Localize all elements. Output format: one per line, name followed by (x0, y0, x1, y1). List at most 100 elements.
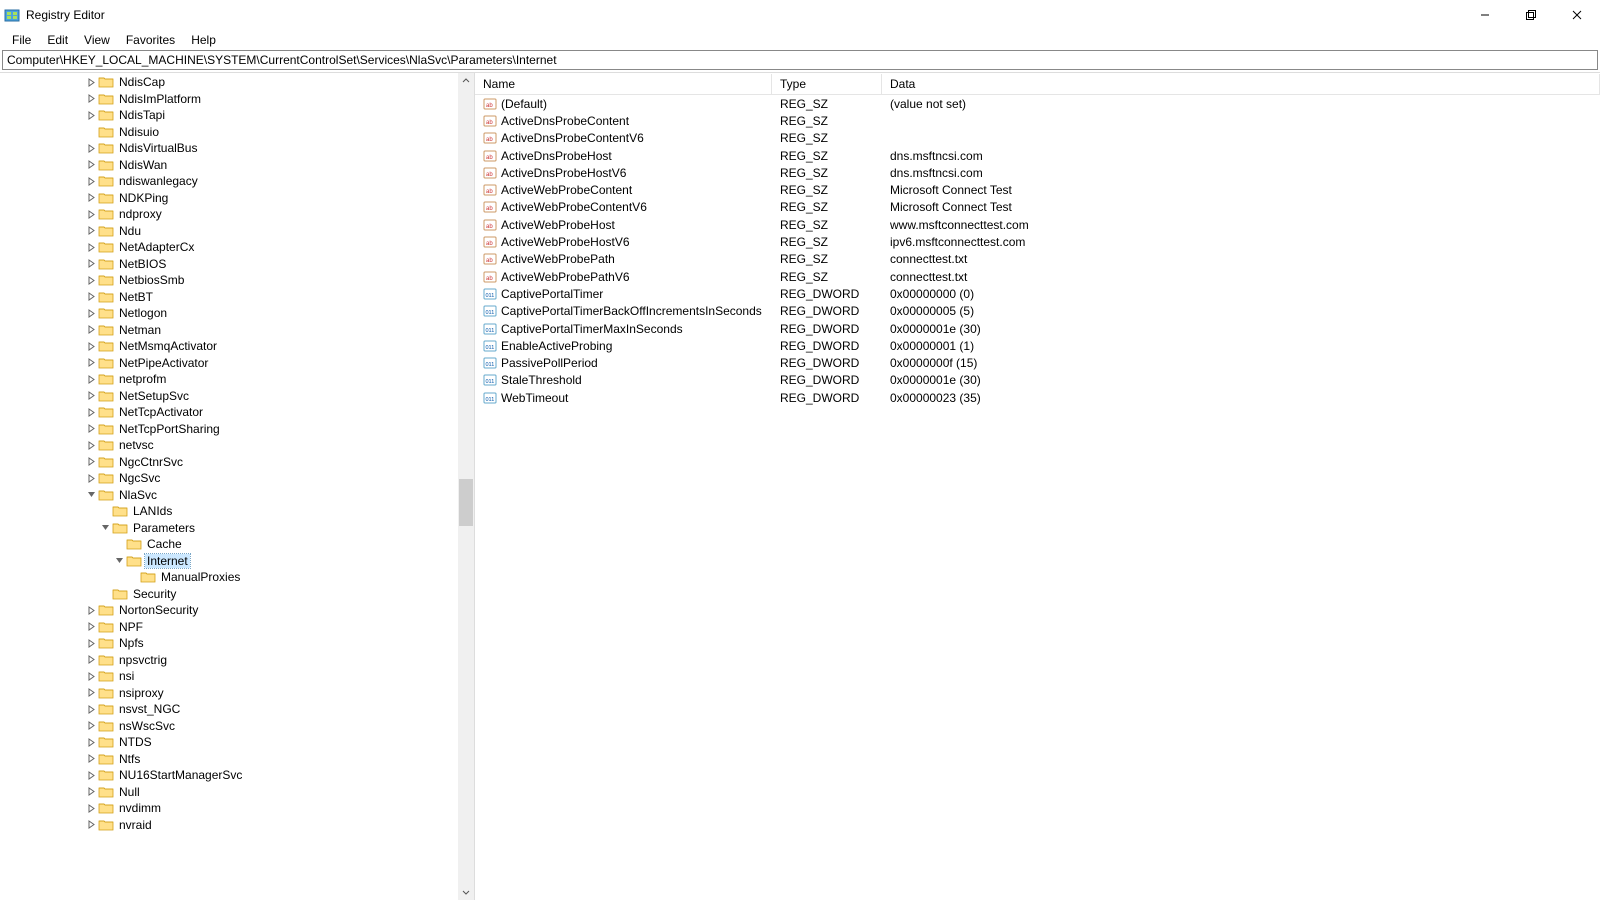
menu-favorites[interactable]: Favorites (118, 31, 183, 49)
expand-icon[interactable] (84, 804, 98, 813)
value-row[interactable]: 011CaptivePortalTimerBackOffIncrementsIn… (475, 303, 1600, 320)
tree-item[interactable]: NdisWan (0, 157, 458, 174)
value-row[interactable]: abActiveWebProbeContentREG_SZMicrosoft C… (475, 181, 1600, 198)
expand-icon[interactable] (84, 226, 98, 235)
tree-item[interactable]: netprofm (0, 371, 458, 388)
value-row[interactable]: abActiveDnsProbeContentREG_SZ (475, 112, 1600, 129)
column-header-name[interactable]: Name (475, 74, 772, 94)
tree-item[interactable]: Internet (0, 553, 458, 570)
tree-item[interactable]: NetTcpPortSharing (0, 421, 458, 438)
value-row[interactable]: 011CaptivePortalTimerMaxInSecondsREG_DWO… (475, 320, 1600, 337)
tree-scrollbar[interactable] (458, 73, 474, 900)
expand-icon[interactable] (84, 177, 98, 186)
tree-content[interactable]: NdisCapNdisImPlatformNdisTapiNdisuioNdis… (0, 73, 458, 900)
value-row[interactable]: 011PassivePollPeriodREG_DWORD0x0000000f … (475, 354, 1600, 371)
collapse-icon[interactable] (98, 523, 112, 532)
tree-item[interactable]: NdisVirtualBus (0, 140, 458, 157)
tree-item[interactable]: NetAdapterCx (0, 239, 458, 256)
address-bar[interactable]: Computer\HKEY_LOCAL_MACHINE\SYSTEM\Curre… (2, 50, 1598, 70)
expand-icon[interactable] (84, 820, 98, 829)
tree-item[interactable]: NDKPing (0, 190, 458, 207)
menu-file[interactable]: File (4, 31, 39, 49)
value-row[interactable]: 011WebTimeoutREG_DWORD0x00000023 (35) (475, 389, 1600, 406)
tree-item[interactable]: Parameters (0, 520, 458, 537)
expand-icon[interactable] (84, 705, 98, 714)
tree-item[interactable]: NdisTapi (0, 107, 458, 124)
expand-icon[interactable] (84, 424, 98, 433)
tree-item[interactable]: nsi (0, 668, 458, 685)
tree-item[interactable]: NPF (0, 619, 458, 636)
expand-icon[interactable] (84, 606, 98, 615)
value-row[interactable]: abActiveDnsProbeHostREG_SZdns.msftncsi.c… (475, 147, 1600, 164)
expand-icon[interactable] (84, 342, 98, 351)
scroll-up-button[interactable] (458, 73, 474, 89)
value-row[interactable]: abActiveWebProbeHostV6REG_SZipv6.msftcon… (475, 233, 1600, 250)
expand-icon[interactable] (84, 375, 98, 384)
value-row[interactable]: abActiveWebProbeContentV6REG_SZMicrosoft… (475, 199, 1600, 216)
tree-item[interactable]: Null (0, 784, 458, 801)
tree-item[interactable]: NU16StartManagerSvc (0, 767, 458, 784)
expand-icon[interactable] (84, 160, 98, 169)
tree-item[interactable]: ManualProxies (0, 569, 458, 586)
tree-item[interactable]: NdisCap (0, 74, 458, 91)
expand-icon[interactable] (84, 622, 98, 631)
expand-icon[interactable] (84, 309, 98, 318)
collapse-icon[interactable] (84, 490, 98, 499)
tree-item[interactable]: Ndisuio (0, 124, 458, 141)
tree-item[interactable]: NortonSecurity (0, 602, 458, 619)
maximize-button[interactable] (1508, 0, 1554, 30)
tree-item[interactable]: Security (0, 586, 458, 603)
expand-icon[interactable] (84, 688, 98, 697)
collapse-icon[interactable] (112, 556, 126, 565)
tree-item[interactable]: ndiswanlegacy (0, 173, 458, 190)
value-row[interactable]: 011EnableActiveProbingREG_DWORD0x0000000… (475, 337, 1600, 354)
expand-icon[interactable] (84, 325, 98, 334)
menu-help[interactable]: Help (183, 31, 224, 49)
tree-item[interactable]: LANIds (0, 503, 458, 520)
tree-item[interactable]: Netlogon (0, 305, 458, 322)
scroll-thumb[interactable] (459, 479, 473, 527)
expand-icon[interactable] (84, 408, 98, 417)
expand-icon[interactable] (84, 210, 98, 219)
expand-icon[interactable] (84, 441, 98, 450)
tree-item[interactable]: NgcSvc (0, 470, 458, 487)
tree-item[interactable]: NetTcpActivator (0, 404, 458, 421)
tree-item[interactable]: npsvctrig (0, 652, 458, 669)
tree-item[interactable]: nsWscSvc (0, 718, 458, 735)
expand-icon[interactable] (84, 358, 98, 367)
value-row[interactable]: 011StaleThresholdREG_DWORD0x0000001e (30… (475, 372, 1600, 389)
expand-icon[interactable] (84, 738, 98, 747)
tree-item[interactable]: NetBIOS (0, 256, 458, 273)
tree-item[interactable]: Ntfs (0, 751, 458, 768)
menu-edit[interactable]: Edit (39, 31, 76, 49)
expand-icon[interactable] (84, 111, 98, 120)
expand-icon[interactable] (84, 292, 98, 301)
expand-icon[interactable] (84, 639, 98, 648)
value-row[interactable]: ab(Default)REG_SZ(value not set) (475, 95, 1600, 112)
tree-item[interactable]: Ndu (0, 223, 458, 240)
tree-item[interactable]: NgcCtnrSvc (0, 454, 458, 471)
scroll-down-button[interactable] (458, 884, 474, 900)
column-header-type[interactable]: Type (772, 74, 882, 94)
expand-icon[interactable] (84, 276, 98, 285)
tree-item[interactable]: netvsc (0, 437, 458, 454)
expand-icon[interactable] (84, 754, 98, 763)
expand-icon[interactable] (84, 391, 98, 400)
tree-item[interactable]: NetPipeActivator (0, 355, 458, 372)
expand-icon[interactable] (84, 457, 98, 466)
expand-icon[interactable] (84, 721, 98, 730)
tree-item[interactable]: NdisImPlatform (0, 91, 458, 108)
tree-item[interactable]: NetSetupSvc (0, 388, 458, 405)
expand-icon[interactable] (84, 193, 98, 202)
values-rows[interactable]: ab(Default)REG_SZ(value not set)abActive… (475, 95, 1600, 900)
close-button[interactable] (1554, 0, 1600, 30)
expand-icon[interactable] (84, 655, 98, 664)
expand-icon[interactable] (84, 144, 98, 153)
menu-view[interactable]: View (76, 31, 118, 49)
minimize-button[interactable] (1462, 0, 1508, 30)
tree-item[interactable]: ndproxy (0, 206, 458, 223)
tree-item[interactable]: NetMsmqActivator (0, 338, 458, 355)
expand-icon[interactable] (84, 787, 98, 796)
expand-icon[interactable] (84, 259, 98, 268)
expand-icon[interactable] (84, 78, 98, 87)
